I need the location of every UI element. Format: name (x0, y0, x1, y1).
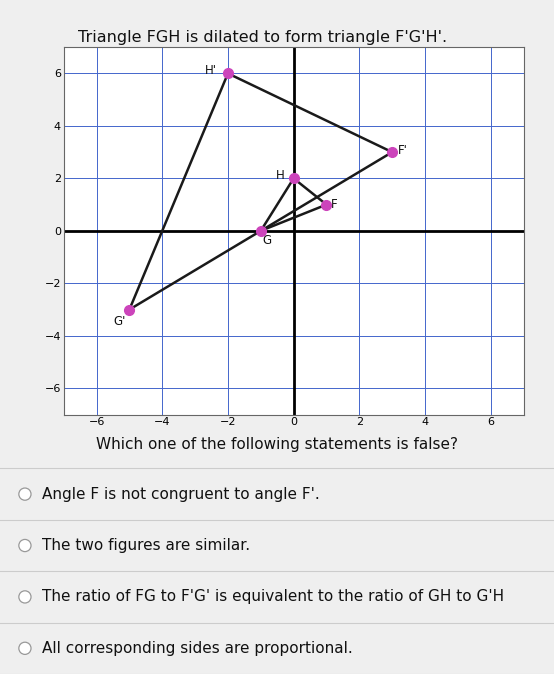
Text: All corresponding sides are proportional.: All corresponding sides are proportional… (42, 641, 352, 656)
Text: The two figures are similar.: The two figures are similar. (42, 538, 250, 553)
Text: H': H' (205, 64, 217, 78)
Text: Triangle FGH is dilated to form triangle F'G'H'.: Triangle FGH is dilated to form triangle… (78, 30, 447, 45)
Text: H: H (275, 169, 284, 182)
Text: G': G' (113, 315, 125, 328)
Text: Which one of the following statements is false?: Which one of the following statements is… (96, 437, 458, 452)
Text: The ratio of FG to F'G' is equivalent to the ratio of GH to G'H: The ratio of FG to F'G' is equivalent to… (42, 589, 504, 605)
Text: F': F' (398, 144, 408, 157)
Text: G: G (263, 233, 271, 247)
Text: Angle F is not congruent to angle F'.: Angle F is not congruent to angle F'. (42, 487, 319, 501)
Text: F: F (330, 198, 337, 211)
